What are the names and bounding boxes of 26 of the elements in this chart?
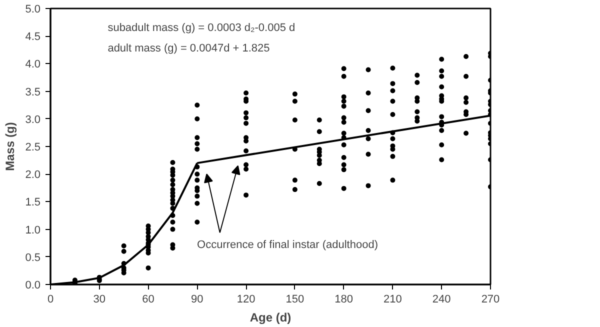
annotation: subadult mass (g) = 0.0003 d₂-0.005 d — [108, 22, 296, 34]
x-tick-label: 150 — [286, 294, 304, 306]
y-tick-label: 2.0 — [25, 169, 41, 182]
y-tick-label: 1.5 — [25, 196, 41, 209]
y-tick-label: 5.0 — [25, 4, 41, 16]
x-tick-label: 240 — [432, 294, 451, 306]
y-tick-label: 3.0 — [25, 114, 41, 126]
x-tick-label: 180 — [334, 294, 354, 306]
y-tick-label: 4.0 — [25, 58, 41, 71]
y-tick-label: 1.0 — [25, 224, 41, 236]
x-tick-label: 0 — [47, 294, 54, 306]
y-tick-label: 4.5 — [25, 31, 41, 44]
x-tick-label: 210 — [384, 294, 402, 306]
x-tick-label: 60 — [142, 294, 154, 306]
annotation: adult mass (g) = 0.0047d + 1.825 — [108, 42, 270, 55]
y-tick-label: 0.0 — [25, 280, 41, 292]
y-axis-title: Mass (g) — [3, 122, 18, 171]
x-tick-label: 120 — [236, 294, 256, 306]
x-axis-title: Age (d) — [250, 310, 292, 324]
y-tick-label: 2.5 — [25, 142, 41, 154]
x-tick-label: 90 — [191, 294, 204, 306]
x-tick-label: 30 — [93, 294, 106, 306]
x-tick-label: 270 — [481, 294, 500, 306]
annotation: Occurrence of final instar (adulthood) — [197, 238, 378, 251]
y-tick-label: 0.5 — [25, 252, 41, 264]
y-tick-label: 3.5 — [25, 86, 41, 98]
